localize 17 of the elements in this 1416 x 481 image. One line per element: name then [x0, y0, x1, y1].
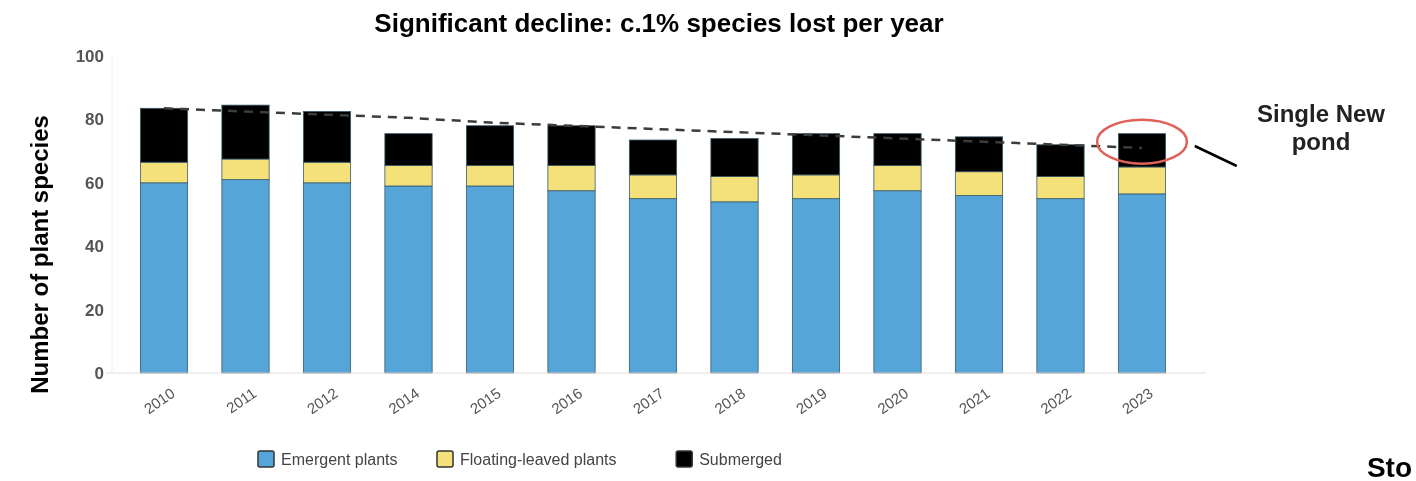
y-tick-label: 40: [85, 237, 104, 257]
x-tick-label: 2011: [223, 384, 260, 417]
y-tick-label: 80: [85, 110, 104, 130]
y-tick-label: 60: [85, 173, 104, 193]
y-tick-label: 0: [94, 363, 104, 383]
legend-label: Submerged: [699, 450, 782, 468]
y-axis-title: Number of plant species: [26, 115, 53, 394]
y-tick-label: 20: [85, 300, 104, 320]
legend-label: Floating-leaved plants: [460, 450, 617, 468]
y-tick-label: 100: [75, 46, 104, 66]
line-series: [162, 107, 1144, 150]
x-tick-label: 2019: [792, 384, 830, 418]
text: Single New pond: [1256, 99, 1386, 156]
chart-title: Significant decline: c.1% species lost per year: [374, 8, 944, 38]
x-tick-label: 2021: [955, 384, 993, 418]
legend-label: Emergent plants: [281, 450, 398, 468]
text: Sto: [1366, 452, 1412, 481]
